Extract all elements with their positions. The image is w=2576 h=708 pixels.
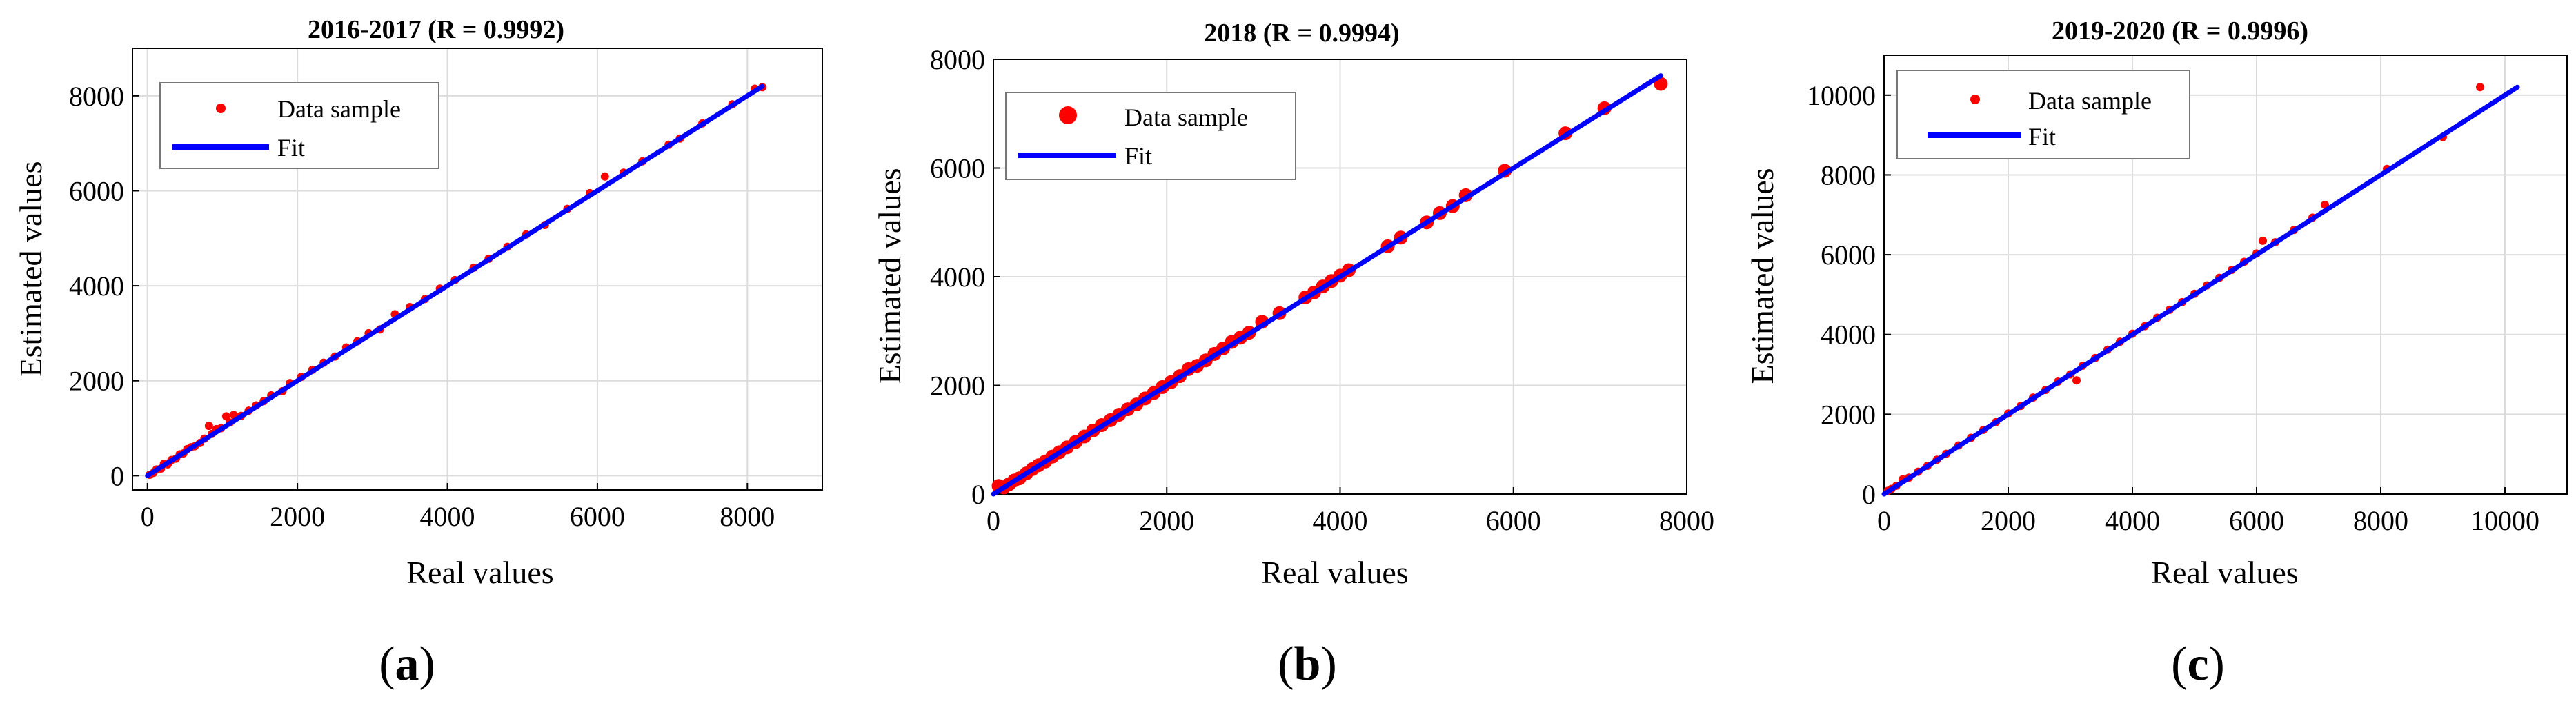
y-tick-label: 4000 — [930, 262, 985, 293]
legend-label-fit: Fit — [277, 134, 305, 161]
plot-area — [1883, 55, 2568, 495]
y-tick-label: 6000 — [930, 153, 985, 184]
y-tick-labels: 0 2000 4000 6000 8000 — [930, 44, 985, 510]
panel-c: 2019-2020 (R = 0.9996) 0 2000 4000 6000 8000… — [1745, 17, 2568, 691]
data-point — [600, 172, 609, 181]
panel-caption: (c) — [2171, 638, 2225, 691]
data-point — [2072, 376, 2081, 385]
x-tick-label: 6000 — [2229, 505, 2284, 536]
x-tick-label: 0 — [1877, 505, 1891, 536]
x-tick-labels: 0 2000 4000 6000 8000 — [987, 505, 1714, 536]
chart-title: 2016-2017 (R = 0.9992) — [308, 15, 564, 44]
legend: Data sample Fit — [159, 82, 439, 169]
y-tick-label: 0 — [110, 460, 124, 491]
x-tick-label: 2000 — [1981, 505, 2036, 536]
x-tick-label: 8000 — [720, 501, 775, 532]
panel-b: 2018 (R = 0.9994) 0 2000 4000 6000 8000 0 200… — [872, 19, 1714, 691]
panel-caption-letter: c — [2187, 638, 2208, 691]
y-tick-label: 6000 — [1821, 239, 1876, 271]
data-point — [2476, 83, 2484, 92]
x-tick-label: 2000 — [270, 501, 325, 532]
y-tick-label: 6000 — [69, 175, 124, 206]
x-tick-label: 2000 — [1139, 505, 1194, 536]
panel-caption-letter: a — [395, 638, 419, 691]
x-tick-labels: 0 2000 4000 6000 8000 10000 — [1877, 505, 2539, 536]
legend-box — [1896, 70, 2190, 159]
y-tick-label: 2000 — [1821, 399, 1876, 430]
plot-area — [993, 59, 1687, 495]
x-tick-label: 0 — [141, 501, 155, 532]
y-axis-label: Estimated values — [13, 161, 48, 377]
x-tick-label: 6000 — [1486, 505, 1541, 536]
legend-label-fit: Fit — [1124, 142, 1152, 170]
legend: Data sample Fit — [1896, 70, 2190, 159]
fit-line — [991, 73, 1663, 497]
y-tick-label: 2000 — [930, 371, 985, 402]
x-tick-label: 10000 — [2470, 505, 2539, 536]
x-axis-label: Real values — [2151, 555, 2298, 590]
x-tick-label: 4000 — [1313, 505, 1368, 536]
y-tick-label: 0 — [1862, 479, 1876, 510]
y-tick-labels: 0 2000 4000 6000 8000 10000 — [1807, 80, 1876, 510]
data-point — [2259, 236, 2267, 245]
fit-line — [1881, 84, 2520, 497]
x-axis-label: Real values — [406, 555, 553, 590]
legend-label-fit: Fit — [2028, 123, 2056, 150]
legend-box — [159, 82, 439, 169]
x-tick-label: 8000 — [1659, 505, 1714, 536]
y-axis-label: Estimated values — [1745, 168, 1780, 384]
data-point — [221, 412, 230, 421]
panel-a: 2016-2017 (R = 0.9992) 0 2000 4000 6000 8000… — [13, 15, 823, 691]
y-tick-label: 4000 — [69, 271, 124, 302]
y-tick-label: 8000 — [930, 44, 985, 75]
y-tick-label: 8000 — [1821, 159, 1876, 190]
legend-marker-data-sample — [216, 104, 226, 113]
data-point — [204, 422, 213, 431]
chart-title: 2018 (R = 0.9994) — [1204, 19, 1399, 48]
x-tick-label: 6000 — [570, 501, 625, 532]
y-tick-labels: 0 2000 4000 6000 8000 — [69, 81, 124, 492]
y-tick-label: 8000 — [69, 81, 124, 112]
y-tick-label: 0 — [971, 479, 985, 510]
legend-label-data-sample: Data sample — [2028, 87, 2152, 115]
x-tick-label: 0 — [987, 505, 1000, 536]
legend-label-data-sample: Data sample — [277, 95, 401, 123]
x-tick-label: 4000 — [420, 501, 475, 532]
y-axis-label: Estimated values — [872, 168, 907, 384]
legend-box — [1005, 92, 1296, 180]
fit-line — [145, 83, 765, 478]
x-tick-labels: 0 2000 4000 6000 8000 — [141, 501, 775, 532]
panel-caption: (a) — [379, 638, 435, 691]
panel-caption-letter: b — [1294, 638, 1321, 691]
legend-marker-data-sample — [1059, 106, 1077, 124]
legend: Data sample Fit — [1005, 92, 1296, 180]
x-tick-label: 8000 — [2353, 505, 2408, 536]
legend-marker-data-sample — [1970, 95, 1980, 104]
y-tick-label: 4000 — [1821, 319, 1876, 351]
plot-area — [132, 48, 823, 491]
x-tick-label: 4000 — [2105, 505, 2160, 536]
y-tick-label: 10000 — [1807, 80, 1876, 111]
chart-title: 2019-2020 (R = 0.9996) — [2052, 17, 2308, 46]
panel-caption: (b) — [1278, 638, 1337, 691]
x-axis-label: Real values — [1261, 555, 1408, 590]
y-tick-label: 2000 — [69, 366, 124, 397]
legend-label-data-sample: Data sample — [1124, 104, 1248, 131]
